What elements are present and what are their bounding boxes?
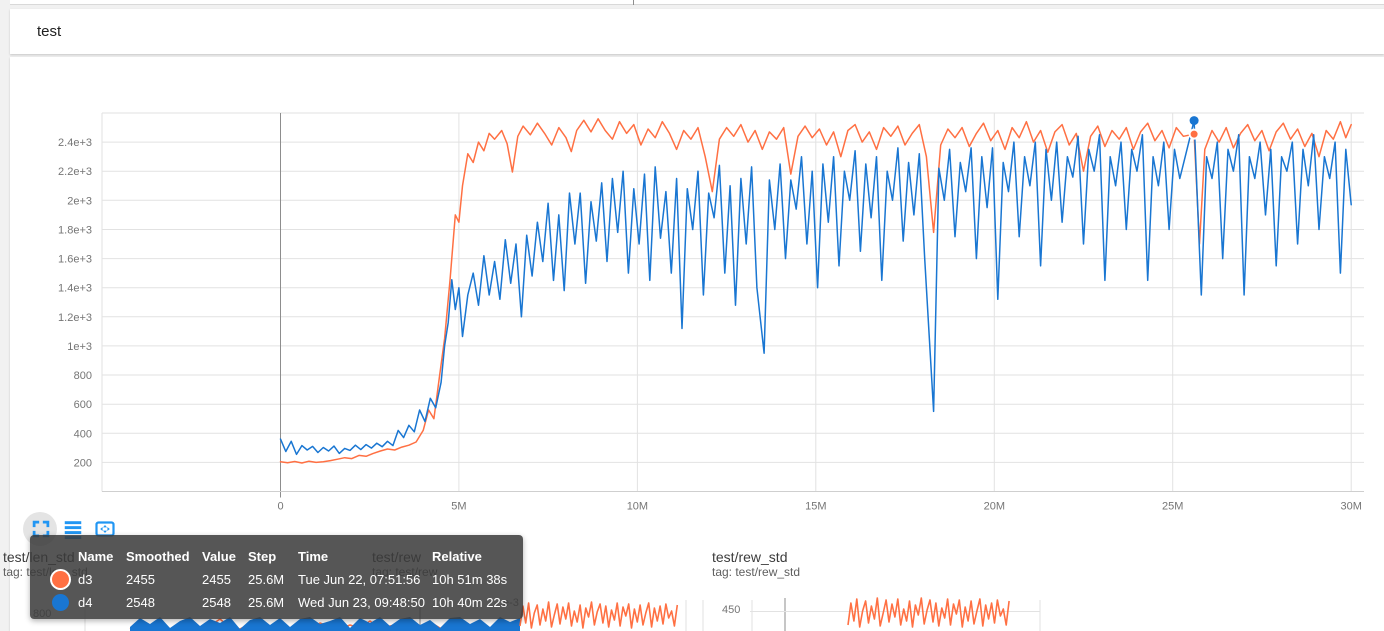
svg-text:1e+3: 1e+3 xyxy=(67,341,92,353)
card-header-test-rew-std: test/rew_std tag: test/rew_std xyxy=(712,549,800,579)
tooltip-header-name: Name xyxy=(78,548,114,564)
run-color-swatch-d3 xyxy=(52,571,69,588)
section-title: test xyxy=(37,23,62,40)
tooltip-row-d3: d3 2455 2455 25.6M Tue Jun 22, 07:51:56 … xyxy=(30,568,523,591)
previous-chart-axis-line xyxy=(633,0,634,5)
run-time: Tue Jun 22, 07:51:56 xyxy=(298,572,421,587)
chart-hover-tooltip: Name Smoothed Value Step Time Relative d… xyxy=(30,535,523,619)
section-header-test[interactable]: test xyxy=(10,9,1384,54)
svg-text:1.6e+3: 1.6e+3 xyxy=(58,254,92,266)
run-step: 25.6M xyxy=(248,572,285,587)
run-color-swatch-d4 xyxy=(52,594,69,611)
run-time: Wed Jun 23, 09:48:50 xyxy=(298,595,425,610)
svg-text:10M: 10M xyxy=(627,501,648,513)
svg-text:400: 400 xyxy=(74,428,92,440)
svg-text:15M: 15M xyxy=(805,501,826,513)
svg-text:1.2e+3: 1.2e+3 xyxy=(58,312,92,324)
run-smoothed: 2455 xyxy=(126,572,155,587)
svg-text:1.4e+3: 1.4e+3 xyxy=(58,283,92,295)
run-name: d3 xyxy=(78,572,93,587)
svg-text:5M: 5M xyxy=(451,501,466,513)
tooltip-row-d4: d4 2548 2548 25.6M Wed Jun 23, 09:48:50 … xyxy=(30,591,523,614)
tooltip-header-value: Value xyxy=(202,548,236,564)
svg-text:600: 600 xyxy=(74,399,92,411)
svg-text:2.2e+3: 2.2e+3 xyxy=(58,166,92,178)
svg-text:1.8e+3: 1.8e+3 xyxy=(58,225,92,237)
tooltip-header-step: Step xyxy=(248,548,277,564)
tooltip-header-row: Name Smoothed Value Step Time Relative xyxy=(30,544,523,568)
chart-tag-test-rew-std: tag: test/rew_std xyxy=(712,565,801,579)
run-value: 2548 xyxy=(202,595,231,610)
run-value: 2455 xyxy=(202,572,231,587)
tooltip-header-relative: Relative xyxy=(432,548,482,564)
svg-text:200: 200 xyxy=(74,457,92,469)
tooltip-header-time: Time xyxy=(298,548,329,564)
svg-text:20M: 20M xyxy=(984,501,1005,513)
run-relative: 10h 51m 38s xyxy=(432,572,508,587)
svg-text:0: 0 xyxy=(277,501,283,513)
ytick-label-rew-std: 450 xyxy=(722,604,741,616)
svg-text:2e+3: 2e+3 xyxy=(67,195,92,207)
run-relative: 10h 40m 22s xyxy=(432,595,508,610)
run-smoothed: 2548 xyxy=(126,595,155,610)
chart-title-test-rew-std: test/rew_std xyxy=(712,549,788,565)
svg-text:30M: 30M xyxy=(1340,501,1361,513)
tooltip-header-smoothed: Smoothed xyxy=(126,548,190,564)
previous-card-bottom-edge xyxy=(10,0,1384,5)
run-step: 25.6M xyxy=(248,595,285,610)
svg-text:800: 800 xyxy=(74,370,92,382)
run-name: d4 xyxy=(78,595,93,610)
svg-text:2.4e+3: 2.4e+3 xyxy=(58,137,92,149)
svg-text:25M: 25M xyxy=(1162,501,1183,513)
